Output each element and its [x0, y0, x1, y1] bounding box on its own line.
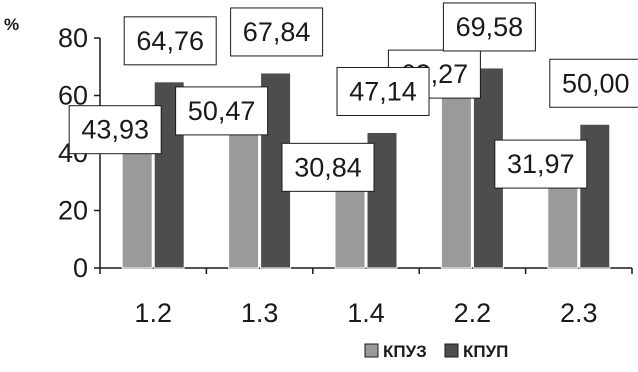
- data-label-kpup: 69,58: [442, 2, 536, 52]
- data-label-box: [175, 86, 269, 136]
- data-label-value: 43,93: [81, 115, 149, 145]
- bar-kpuz: [121, 141, 153, 269]
- data-label-value: 30,84: [294, 152, 362, 182]
- data-label-value: 50,47: [188, 96, 256, 126]
- y-tick-label: 0: [73, 253, 88, 283]
- data-label-value: 69,58: [456, 12, 524, 42]
- data-label-box: [549, 58, 638, 108]
- data-label-kpup: 67,84: [230, 7, 324, 57]
- data-label-value: 67,84: [243, 17, 311, 47]
- data-label-value: 31,97: [507, 149, 575, 179]
- data-label-kpuz: 31,97: [494, 139, 588, 189]
- data-label-value: 47,14: [349, 76, 417, 106]
- x-tick-label: 1.2: [134, 298, 172, 328]
- y-axis-unit-label: %: [4, 15, 19, 34]
- x-tick-label: 1.4: [347, 298, 385, 328]
- bar-kpuz: [228, 122, 260, 269]
- x-tick-label: 1.3: [241, 298, 279, 328]
- data-label-kpup: 47,14: [336, 66, 430, 116]
- data-label-box: [336, 66, 430, 116]
- legend-item-kpuz: КПУЗ: [364, 342, 427, 361]
- y-tick-label: 20: [58, 196, 88, 226]
- legend-label: КПУП: [463, 342, 508, 361]
- data-label-box: [494, 139, 588, 189]
- data-label-box: [68, 105, 162, 155]
- y-tick-label: 80: [58, 23, 88, 53]
- data-label-kpup: 64,76: [123, 16, 217, 66]
- legend-swatch: [364, 343, 379, 358]
- data-label-kpup: 50,00: [549, 58, 638, 108]
- data-label-box: [442, 2, 536, 52]
- data-label-kpuz: 50,47: [175, 86, 269, 136]
- data-label-box: [281, 142, 375, 192]
- chart-legend: КПУЗ КПУП: [364, 342, 508, 361]
- data-label-kpuz: 43,93: [68, 105, 162, 155]
- data-label-box: [230, 7, 324, 57]
- legend-label: КПУЗ: [383, 342, 427, 361]
- bar-kpuz: [440, 85, 472, 269]
- bar-kpuz: [547, 175, 579, 269]
- legend-item-kpup: КПУП: [444, 342, 508, 361]
- data-label-box: [123, 16, 217, 66]
- data-label-kpuz: 30,84: [281, 142, 375, 192]
- data-label-value: 64,76: [136, 26, 204, 56]
- data-label-value: 50,00: [562, 68, 630, 98]
- legend-swatch: [444, 343, 459, 358]
- x-tick-label: 2.2: [454, 298, 492, 328]
- x-tick-label: 2.3: [560, 298, 598, 328]
- bar-kpuz: [334, 178, 366, 269]
